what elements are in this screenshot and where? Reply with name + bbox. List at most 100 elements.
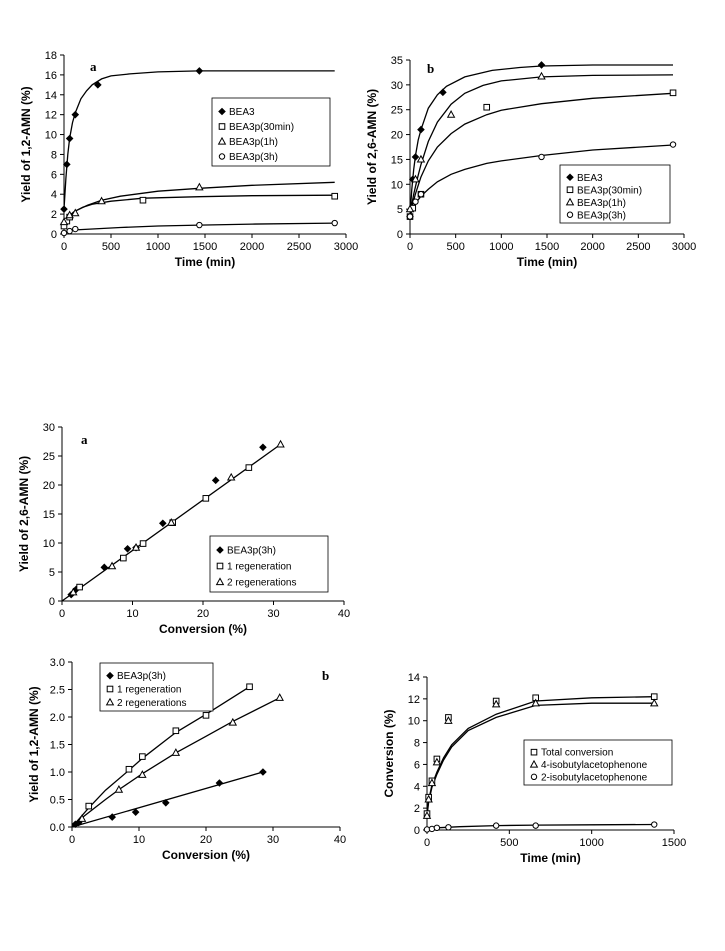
series-2-point — [139, 196, 147, 204]
y-tick-label: 0 — [414, 825, 420, 837]
y-tick-label: 16 — [45, 70, 57, 82]
legend-label-2: 1 regeneration — [117, 685, 182, 696]
x-tick-label: 0 — [69, 834, 75, 846]
x-tick-label: 1000 — [579, 837, 603, 849]
y-tick-label: 6 — [414, 759, 420, 771]
y-tick-label: 8 — [414, 738, 420, 750]
series-1-curve — [409, 64, 673, 217]
y-tick-label: 2.0 — [50, 712, 65, 724]
legend-label-1: Total conversion — [541, 748, 613, 759]
y-tick-label: 12 — [408, 694, 420, 706]
legend-label-3: 2 regenerations — [117, 698, 187, 709]
series-4-point — [538, 153, 545, 161]
series-3-curve — [426, 823, 655, 831]
y-tick-label: 35 — [391, 55, 403, 67]
x-axis-title: Time (min) — [517, 255, 577, 269]
legend-marker-3 — [565, 197, 575, 206]
legend-marker-3 — [217, 136, 227, 145]
y-axis-title: Yield of 1,2-AMN (%) — [19, 86, 33, 202]
legend-label-2: 4-isobutylacetophenone — [541, 760, 648, 771]
legend-label-4: BEA3p(3h) — [229, 152, 278, 163]
x-tick-label: 2500 — [626, 241, 650, 253]
x-tick-label: 40 — [338, 608, 350, 620]
y-axis-title: Yield of 2,6-AMN (%) — [365, 89, 379, 205]
series-3-point — [445, 824, 452, 831]
x-axis-title: Time (min) — [175, 255, 235, 269]
x-tick-label: 0 — [407, 241, 413, 253]
y-tick-label: 25 — [43, 451, 55, 463]
x-tick-label: 10 — [126, 608, 138, 620]
y-tick-label: 15 — [391, 154, 403, 166]
x-tick-label: 30 — [267, 608, 279, 620]
y-tick-label: 30 — [391, 80, 403, 92]
series-2-point — [424, 794, 433, 803]
series-4-point — [66, 227, 73, 235]
series-1-point — [259, 443, 267, 452]
series-3-point — [69, 587, 78, 596]
series-3-point — [77, 814, 87, 822]
series-3-point — [226, 472, 236, 481]
series-3-point — [416, 154, 426, 163]
x-tick-label: 10 — [133, 834, 145, 846]
y-tick-label: 14 — [45, 90, 57, 102]
legend-marker-1 — [218, 107, 226, 116]
legend-marker-2 — [566, 186, 574, 194]
series-3-point — [195, 182, 204, 191]
series-2-point — [649, 698, 659, 707]
series-3-point — [433, 824, 441, 832]
legend-box — [559, 164, 671, 224]
y-tick-label: 0.0 — [50, 822, 65, 834]
series-2-point — [139, 540, 147, 547]
y-tick-label: 12 — [45, 110, 57, 122]
x-tick-label: 1500 — [662, 837, 686, 849]
series-3-point — [138, 770, 147, 778]
series-1-point — [439, 88, 447, 97]
series-1-point — [108, 813, 116, 821]
y-tick-label: 14 — [408, 672, 420, 684]
x-tick-label: 20 — [200, 834, 212, 846]
x-axis-title: Conversion (%) — [162, 848, 250, 862]
x-tick-label: 1000 — [489, 241, 513, 253]
series-4-point — [417, 191, 425, 198]
chart-5-conversion-vs-time: 0 2 4 6 8 10 12 14 0 500 1000 1500 Time (min) Convers… — [382, 672, 686, 865]
series-1-point — [74, 818, 83, 827]
legend-label-3: BEA3p(1h) — [229, 137, 278, 148]
series-3-point — [405, 204, 415, 213]
series-1-curve — [71, 771, 264, 828]
y-tick-label: 10 — [391, 179, 403, 191]
y-tick-label: 2 — [51, 209, 57, 221]
series-2-point — [491, 699, 501, 708]
x-tick-label: 500 — [446, 241, 464, 253]
legend-label-3: 2 regenerations — [227, 578, 297, 589]
x-tick-label: 20 — [197, 608, 209, 620]
series-1-point — [417, 125, 425, 134]
series-2-point — [483, 103, 491, 111]
series-3-point — [171, 748, 181, 756]
legend-marker-3 — [105, 697, 115, 706]
legend-marker-4 — [566, 211, 574, 218]
series-3-curve — [71, 697, 280, 828]
series-2-point — [120, 554, 127, 562]
series-1-point — [211, 476, 220, 485]
series-4-point — [72, 225, 79, 233]
x-tick-label: 1000 — [146, 241, 170, 253]
x-tick-label: 500 — [500, 837, 518, 849]
y-tick-label: 10 — [408, 716, 420, 728]
y-tick-label: 2.5 — [50, 685, 65, 697]
y-tick-label: 0 — [51, 229, 57, 241]
series-1-point — [411, 153, 420, 161]
series-1-point — [408, 175, 417, 184]
legend-marker-2 — [529, 759, 539, 768]
series-3-point — [411, 174, 420, 183]
legend-marker-1 — [530, 748, 538, 756]
series-3-point — [532, 822, 539, 829]
series-1-point — [195, 67, 204, 75]
y-tick-label: 1.0 — [50, 767, 65, 779]
panel-label: a — [81, 432, 88, 447]
y-tick-label: 2 — [414, 803, 420, 815]
y-tick-label: 20 — [391, 130, 403, 142]
y-tick-label: 10 — [43, 538, 55, 550]
series-1-point — [94, 81, 102, 89]
legend-label-1: BEA3 — [229, 107, 255, 118]
x-tick-label: 2000 — [240, 241, 264, 253]
